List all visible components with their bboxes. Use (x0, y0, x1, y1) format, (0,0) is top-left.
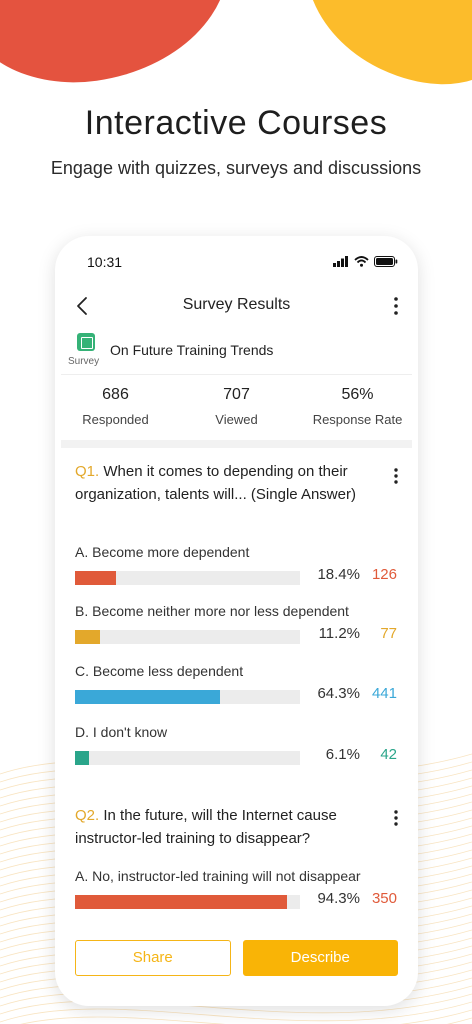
option-bar-track (75, 895, 300, 909)
survey-header: Survey On Future Training Trends (55, 330, 418, 370)
option-percent: 18.4% (317, 566, 360, 583)
question-number: Q1. (75, 463, 100, 480)
survey-tag: Survey (68, 356, 100, 367)
stat-label: Responded (82, 412, 149, 427)
option-percent: 64.3% (317, 685, 360, 702)
phone-frame: 10:31 Survey Results (55, 236, 418, 1006)
option-count: 350 (371, 890, 397, 907)
hero-subtitle: Engage with quizzes, surveys and discuss… (50, 158, 422, 178)
status-time: 10:31 (87, 254, 123, 270)
stat-label: Response Rate (312, 412, 403, 427)
option-bar-fill (75, 751, 89, 765)
question-2: Q2. In the future, will the Internet cau… (75, 804, 385, 850)
option-percent: 94.3% (317, 890, 360, 907)
option-bar-track (75, 690, 300, 704)
option-count: 42 (380, 746, 397, 763)
status-icons (333, 256, 398, 267)
question-number: Q2. (75, 807, 100, 824)
stat-responded: 686 Responded (55, 386, 176, 436)
option-bar-track (75, 571, 300, 585)
question-more-icon[interactable] (388, 808, 404, 828)
stat-value: 686 (102, 386, 129, 403)
signal-icon (333, 256, 348, 267)
describe-button[interactable]: Describe (242, 940, 398, 976)
option-bar-fill (75, 630, 101, 644)
option-label: D. I don't know (75, 724, 168, 740)
option-bar-fill (75, 571, 117, 585)
option-row: C. Become less dependent 64.3% 441 (75, 663, 405, 713)
option-label: A. No, instructor-led training will not … (75, 868, 361, 884)
stat-viewed: 707 Viewed (176, 386, 297, 436)
wifi-icon (354, 256, 369, 267)
option-bar-fill (75, 690, 220, 704)
divider (61, 374, 412, 375)
status-bar: 10:31 (87, 254, 398, 274)
question-more-icon[interactable] (388, 466, 404, 486)
battery-icon (374, 256, 398, 267)
option-label: A. Become more dependent (75, 544, 250, 560)
stats-row: 686 Responded 707 Viewed 56% Response Ra… (55, 386, 418, 436)
section-separator (61, 440, 412, 448)
option-row: B. Become neither more nor less dependen… (75, 603, 405, 653)
decorative-blob-left (0, 0, 243, 98)
bottom-action-bar: Share Describe (75, 940, 398, 976)
survey-icon (77, 333, 95, 351)
option-row: D. I don't know 6.1% 42 (75, 724, 405, 774)
question-1: Q1. When it comes to depending on their … (75, 460, 385, 506)
stat-response-rate: 56% Response Rate (297, 386, 418, 436)
nav-bar: Survey Results (55, 292, 418, 322)
option-count: 126 (371, 566, 397, 583)
option-count: 441 (371, 685, 397, 702)
survey-name: On Future Training Trends (110, 342, 274, 358)
option-bar-track (75, 630, 300, 644)
option-bar-track (75, 751, 300, 765)
option-label: B. Become neither more nor less dependen… (75, 603, 349, 619)
option-label: C. Become less dependent (75, 663, 244, 679)
stat-value: 707 (223, 386, 250, 403)
share-button[interactable]: Share (75, 940, 231, 976)
page-title: Survey Results (182, 296, 291, 313)
question-text: In the future, will the Internet cause i… (75, 807, 337, 847)
back-arrow-icon[interactable] (71, 294, 95, 318)
option-row: A. No, instructor-led training will not … (75, 868, 405, 918)
stat-value: 56% (341, 386, 374, 403)
option-count: 77 (380, 625, 397, 642)
option-percent: 11.2% (318, 625, 360, 642)
decorative-blob-right (287, 0, 472, 99)
option-percent: 6.1% (325, 746, 360, 763)
question-text: When it comes to depending on their orga… (75, 463, 356, 503)
stat-label: Viewed (215, 412, 258, 427)
option-bar-fill (75, 895, 288, 909)
more-vertical-icon[interactable] (388, 294, 404, 318)
hero-title: Interactive Courses (84, 104, 388, 142)
option-row: A. Become more dependent 18.4% 126 (75, 544, 405, 594)
